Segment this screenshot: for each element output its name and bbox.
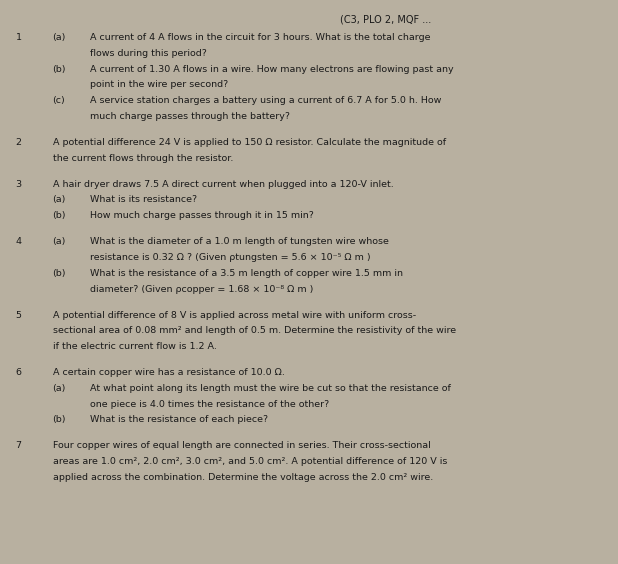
Text: A certain copper wire has a resistance of 10.0 Ω.: A certain copper wire has a resistance o… <box>53 368 284 377</box>
Text: (b): (b) <box>53 416 66 425</box>
Text: A service station charges a battery using a current of 6.7 A for 5.0 h. How: A service station charges a battery usin… <box>90 96 441 105</box>
Text: 7: 7 <box>15 442 22 451</box>
Text: A current of 1.30 A flows in a wire. How many electrons are flowing past any: A current of 1.30 A flows in a wire. How… <box>90 65 453 74</box>
Text: (C3, PLO 2, MQF ...: (C3, PLO 2, MQF ... <box>340 14 431 24</box>
Text: (a): (a) <box>53 237 66 246</box>
Text: areas are 1.0 cm², 2.0 cm², 3.0 cm², and 5.0 cm². A potential difference of 120 : areas are 1.0 cm², 2.0 cm², 3.0 cm², and… <box>53 457 447 466</box>
Text: 3: 3 <box>15 180 22 189</box>
Text: 5: 5 <box>15 311 22 320</box>
Text: What is the diameter of a 1.0 m length of tungsten wire whose: What is the diameter of a 1.0 m length o… <box>90 237 389 246</box>
Text: applied across the combination. Determine the voltage across the 2.0 cm² wire.: applied across the combination. Determin… <box>53 473 433 482</box>
Text: Four copper wires of equal length are connected in series. Their cross-sectional: Four copper wires of equal length are co… <box>53 442 430 451</box>
Text: 1: 1 <box>15 33 22 42</box>
Text: (a): (a) <box>53 33 66 42</box>
Text: (a): (a) <box>53 196 66 205</box>
Text: point in the wire per second?: point in the wire per second? <box>90 81 228 90</box>
Text: (b): (b) <box>53 65 66 74</box>
Text: resistance is 0.32 Ω ? (Given ρtungsten = 5.6 × 10⁻⁵ Ω m ): resistance is 0.32 Ω ? (Given ρtungsten … <box>90 253 370 262</box>
Text: flows during this period?: flows during this period? <box>90 49 206 58</box>
Text: What is the resistance of a 3.5 m length of copper wire 1.5 mm in: What is the resistance of a 3.5 m length… <box>90 269 402 278</box>
Text: At what point along its length must the wire be cut so that the resistance of: At what point along its length must the … <box>90 384 451 393</box>
Text: sectional area of 0.08 mm² and length of 0.5 m. Determine the resistivity of the: sectional area of 0.08 mm² and length of… <box>53 327 455 336</box>
Text: 6: 6 <box>15 368 22 377</box>
Text: How much charge passes through it in 15 min?: How much charge passes through it in 15 … <box>90 212 313 221</box>
Text: What is its resistance?: What is its resistance? <box>90 196 197 205</box>
Text: much charge passes through the battery?: much charge passes through the battery? <box>90 112 290 121</box>
Text: (b): (b) <box>53 212 66 221</box>
Text: A hair dryer draws 7.5 A direct current when plugged into a 120-V inlet.: A hair dryer draws 7.5 A direct current … <box>53 180 393 189</box>
Text: (c): (c) <box>53 96 66 105</box>
Text: A potential difference 24 V is applied to 150 Ω resistor. Calculate the magnitud: A potential difference 24 V is applied t… <box>53 138 446 147</box>
Text: if the electric current flow is 1.2 A.: if the electric current flow is 1.2 A. <box>53 342 216 351</box>
Text: 4: 4 <box>15 237 22 246</box>
Text: (b): (b) <box>53 269 66 278</box>
Text: the current flows through the resistor.: the current flows through the resistor. <box>53 154 233 163</box>
Text: A potential difference of 8 V is applied across metal wire with uniform cross-: A potential difference of 8 V is applied… <box>53 311 416 320</box>
Text: one piece is 4.0 times the resistance of the other?: one piece is 4.0 times the resistance of… <box>90 400 329 409</box>
Text: (a): (a) <box>53 384 66 393</box>
Text: A current of 4 A flows in the circuit for 3 hours. What is the total charge: A current of 4 A flows in the circuit fo… <box>90 33 430 42</box>
Text: diameter? (Given ρcopper = 1.68 × 10⁻⁸ Ω m ): diameter? (Given ρcopper = 1.68 × 10⁻⁸ Ω… <box>90 285 313 294</box>
Text: What is the resistance of each piece?: What is the resistance of each piece? <box>90 416 268 425</box>
Text: 2: 2 <box>15 138 22 147</box>
